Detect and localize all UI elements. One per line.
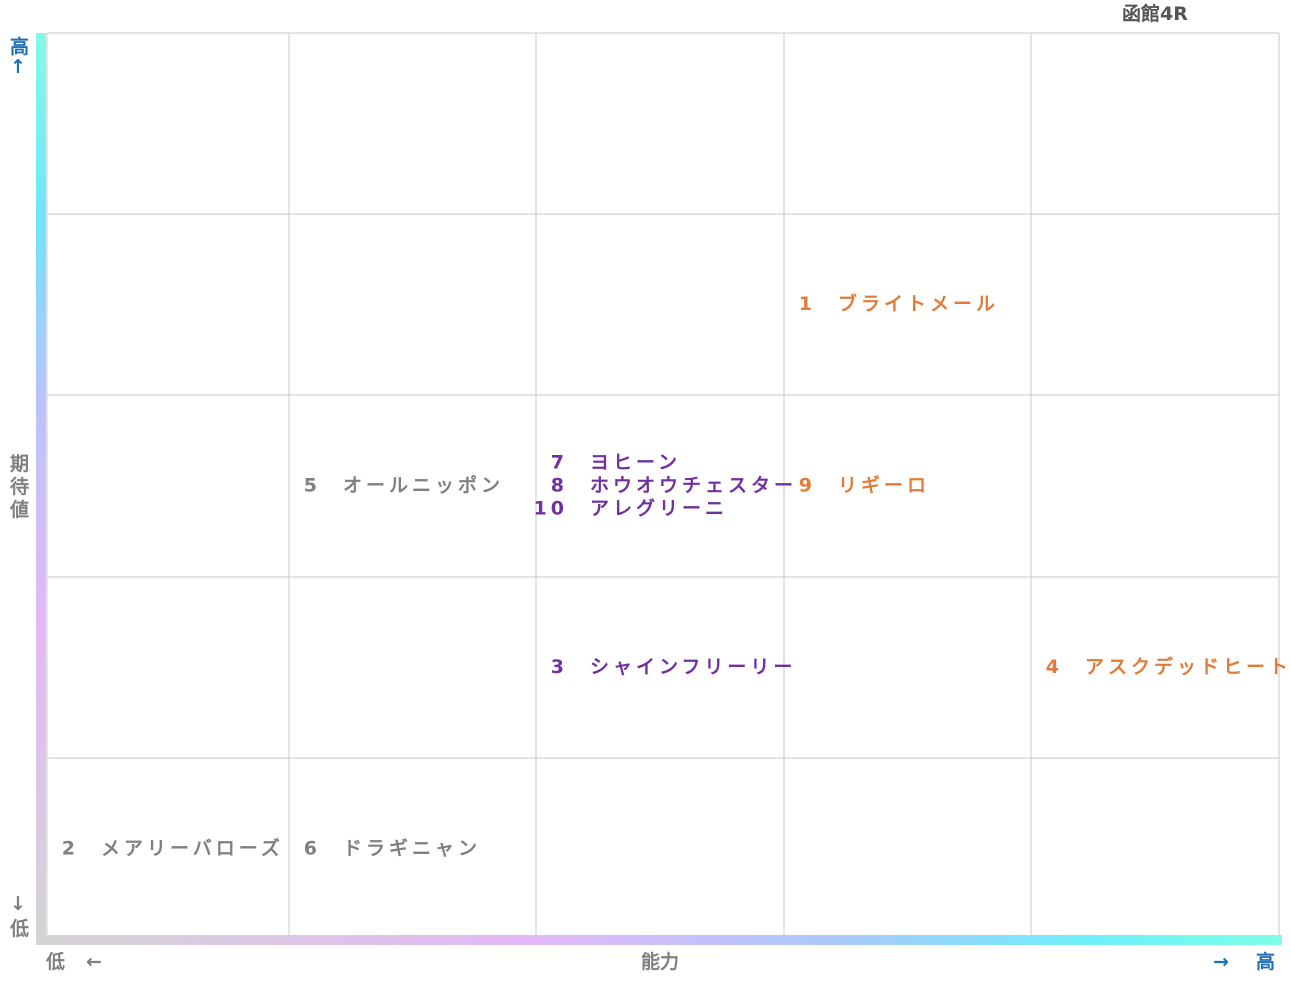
entry-name: アレグリーニ — [590, 497, 728, 520]
x-label: 能力 — [641, 951, 680, 973]
title: 函館4R — [1122, 3, 1188, 25]
entry-number: 1 — [799, 293, 816, 315]
entry-number: 3 — [551, 656, 568, 678]
entry-name: ヨヒーン — [590, 452, 681, 474]
entry-number: 6 — [304, 838, 321, 860]
entry-number: 7 — [551, 452, 568, 474]
entry-number: 5 — [304, 475, 321, 497]
entry-name: リギーロ — [838, 475, 930, 497]
entry-name: アスクデッドヒート — [1085, 655, 1291, 678]
y-up-arrow: ↑ — [10, 56, 26, 78]
entry-number: 8 — [551, 475, 568, 497]
y-label: 期待値 — [10, 453, 30, 521]
entry-name: メアリーバローズ — [101, 837, 284, 860]
x-axis-bar — [36, 935, 1282, 945]
entry-number: 4 — [1046, 656, 1063, 678]
y-low: 低 — [10, 918, 30, 940]
entries: 1 ブライトメール 5 オールニッポン 7 ヨヒーン 8 ホウオウチェスター 10 アレグリーニ 9… — [62, 292, 1291, 860]
entry-name: ブライトメール — [838, 292, 999, 315]
entry-name: ホウオウチェスター — [590, 475, 797, 497]
entry-name: シャインフリーリー — [590, 656, 796, 678]
entry-number: 10 — [534, 498, 568, 520]
y-down-arrow: ↓ — [10, 893, 26, 915]
entry-name: オールニッポン — [343, 474, 504, 497]
x-left-arrow: ← — [86, 951, 102, 973]
x-right-arrow: → — [1213, 951, 1229, 973]
entry-name: ドラギニャン — [343, 838, 481, 860]
y-high: 高 — [10, 36, 30, 58]
x-low: 低 — [46, 951, 66, 973]
y-axis-bar — [36, 33, 46, 945]
entry-number: 2 — [62, 838, 79, 860]
x-high: 高 — [1256, 951, 1276, 973]
entry-number: 9 — [799, 475, 816, 497]
